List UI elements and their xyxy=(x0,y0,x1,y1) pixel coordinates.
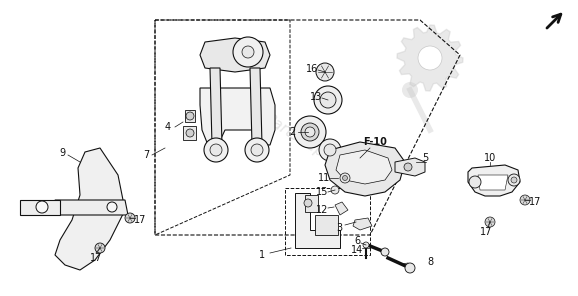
Circle shape xyxy=(520,195,530,205)
Circle shape xyxy=(404,163,412,171)
Circle shape xyxy=(418,46,442,70)
Text: 4: 4 xyxy=(165,122,171,132)
Circle shape xyxy=(304,199,312,207)
Text: 16: 16 xyxy=(306,64,318,74)
Circle shape xyxy=(402,82,418,98)
Polygon shape xyxy=(397,25,463,91)
Circle shape xyxy=(331,186,339,194)
Circle shape xyxy=(511,177,517,183)
Text: PartsRepublik: PartsRepublik xyxy=(261,111,358,179)
Polygon shape xyxy=(200,88,275,145)
Circle shape xyxy=(343,176,347,181)
Text: 7: 7 xyxy=(143,150,149,160)
Polygon shape xyxy=(185,110,195,122)
Circle shape xyxy=(405,263,415,273)
Polygon shape xyxy=(353,218,372,230)
Polygon shape xyxy=(478,175,508,190)
Text: 3: 3 xyxy=(336,223,342,233)
Circle shape xyxy=(186,112,194,120)
Polygon shape xyxy=(55,200,128,215)
Text: 17: 17 xyxy=(90,253,102,263)
Text: 11: 11 xyxy=(318,173,330,183)
Circle shape xyxy=(36,201,48,213)
Text: 13: 13 xyxy=(310,92,322,102)
Polygon shape xyxy=(335,202,348,215)
Polygon shape xyxy=(20,200,60,215)
Text: 17: 17 xyxy=(529,197,541,207)
Circle shape xyxy=(95,243,105,253)
Polygon shape xyxy=(183,126,196,140)
Circle shape xyxy=(186,129,194,137)
Circle shape xyxy=(251,144,263,156)
Text: 2: 2 xyxy=(289,127,295,137)
Text: 12: 12 xyxy=(316,205,328,215)
Text: 8: 8 xyxy=(427,257,433,267)
Circle shape xyxy=(305,127,315,137)
Circle shape xyxy=(324,144,336,156)
Polygon shape xyxy=(325,142,405,196)
Polygon shape xyxy=(305,195,318,212)
Circle shape xyxy=(242,46,254,58)
Polygon shape xyxy=(395,158,425,176)
Text: 17: 17 xyxy=(134,215,146,225)
Polygon shape xyxy=(336,150,392,184)
Polygon shape xyxy=(200,38,270,72)
Text: 1: 1 xyxy=(259,250,265,260)
Circle shape xyxy=(320,92,336,108)
Text: 5: 5 xyxy=(422,153,428,163)
Text: 6: 6 xyxy=(354,236,360,246)
Circle shape xyxy=(233,37,263,67)
Circle shape xyxy=(107,202,117,212)
Text: F-10: F-10 xyxy=(363,137,387,147)
Polygon shape xyxy=(250,68,262,145)
Circle shape xyxy=(340,173,350,183)
Text: 17: 17 xyxy=(480,227,492,237)
Circle shape xyxy=(319,139,341,161)
Polygon shape xyxy=(55,148,125,270)
Circle shape xyxy=(294,116,326,148)
Circle shape xyxy=(316,63,334,81)
Text: 15: 15 xyxy=(316,187,328,197)
Circle shape xyxy=(301,123,319,141)
Circle shape xyxy=(485,217,495,227)
Text: 9: 9 xyxy=(59,148,65,158)
Circle shape xyxy=(314,86,342,114)
Circle shape xyxy=(469,176,481,188)
Polygon shape xyxy=(315,215,338,235)
Polygon shape xyxy=(210,68,222,145)
Text: 10: 10 xyxy=(484,153,496,163)
Circle shape xyxy=(125,213,135,223)
Polygon shape xyxy=(295,193,340,248)
Circle shape xyxy=(204,138,228,162)
Polygon shape xyxy=(468,165,520,196)
Circle shape xyxy=(210,144,222,156)
Circle shape xyxy=(381,248,389,256)
Circle shape xyxy=(363,242,369,248)
Circle shape xyxy=(508,174,520,186)
Circle shape xyxy=(245,138,269,162)
Text: 14: 14 xyxy=(351,245,363,255)
